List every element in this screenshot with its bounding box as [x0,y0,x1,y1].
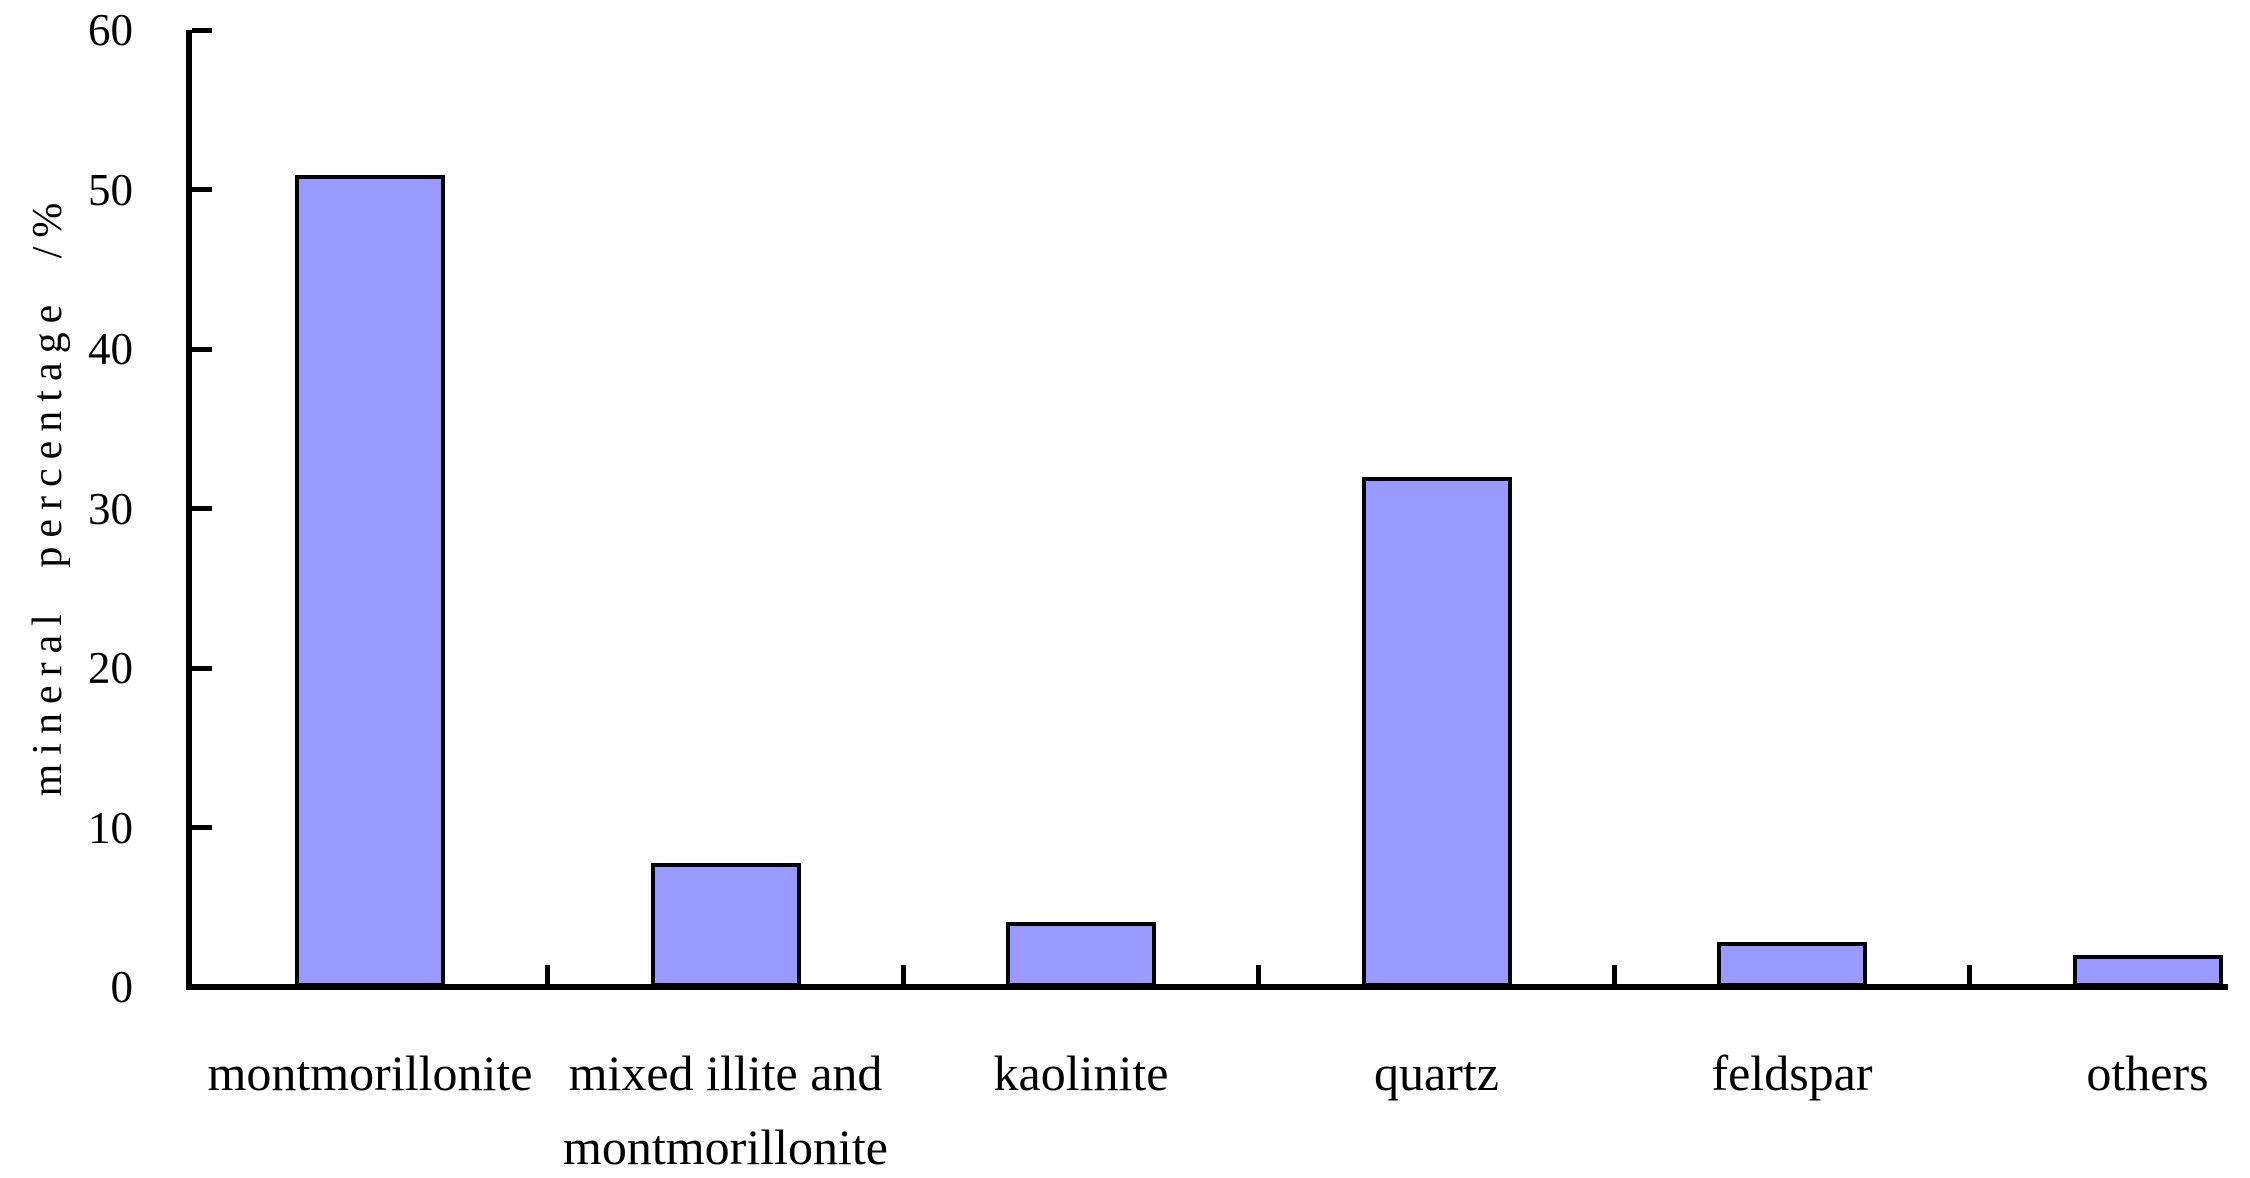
y-tick-label-10: 10 [88,802,133,853]
x-tick-mark-5 [1967,965,1973,985]
x-tick-mark-3 [1256,965,1262,985]
y-axis-line [186,30,192,990]
bar-feldspar [1717,942,1867,987]
y-tick-mark-10 [192,825,212,830]
bar-others [2072,955,2223,987]
category-label-others: others [2086,1045,2209,1101]
x-tick-mark-4 [1611,965,1617,985]
category-label-feldspar: feldspar [1711,1045,1873,1101]
y-tick-mark-40 [192,346,212,352]
y-tick-label-40: 40 [88,324,133,374]
y-tick-label-0: 0 [110,962,134,1012]
category-label-mixed-illite-and-montmorillonite: mixed illite and montmorillonite [563,1045,888,1175]
bar-kaolinite [1006,921,1156,987]
y-tick-mark-30 [192,506,212,511]
category-label-quartz: quartz [1374,1045,1499,1101]
x-tick-mark-2 [900,965,906,985]
category-label-montmorillonite: montmorillonite [207,1045,533,1101]
y-tick-mark-50 [192,187,212,192]
x-tick-mark-1 [545,965,551,985]
bar-montmorillonite [295,175,445,987]
bar-quartz [1361,476,1512,987]
y-tick-label-20: 20 [88,643,133,693]
category-label-kaolinite: kaolinite [993,1045,1169,1101]
y-tick-label-50: 50 [88,164,133,215]
y-tick-label-30: 30 [88,483,133,534]
bar-mixed-illite-and-montmorillonite [650,862,801,987]
x-axis-line [186,984,2228,990]
y-tick-mark-60 [192,27,212,33]
y-tick-mark-20 [192,665,212,671]
y-tick-label-60: 60 [88,5,133,55]
